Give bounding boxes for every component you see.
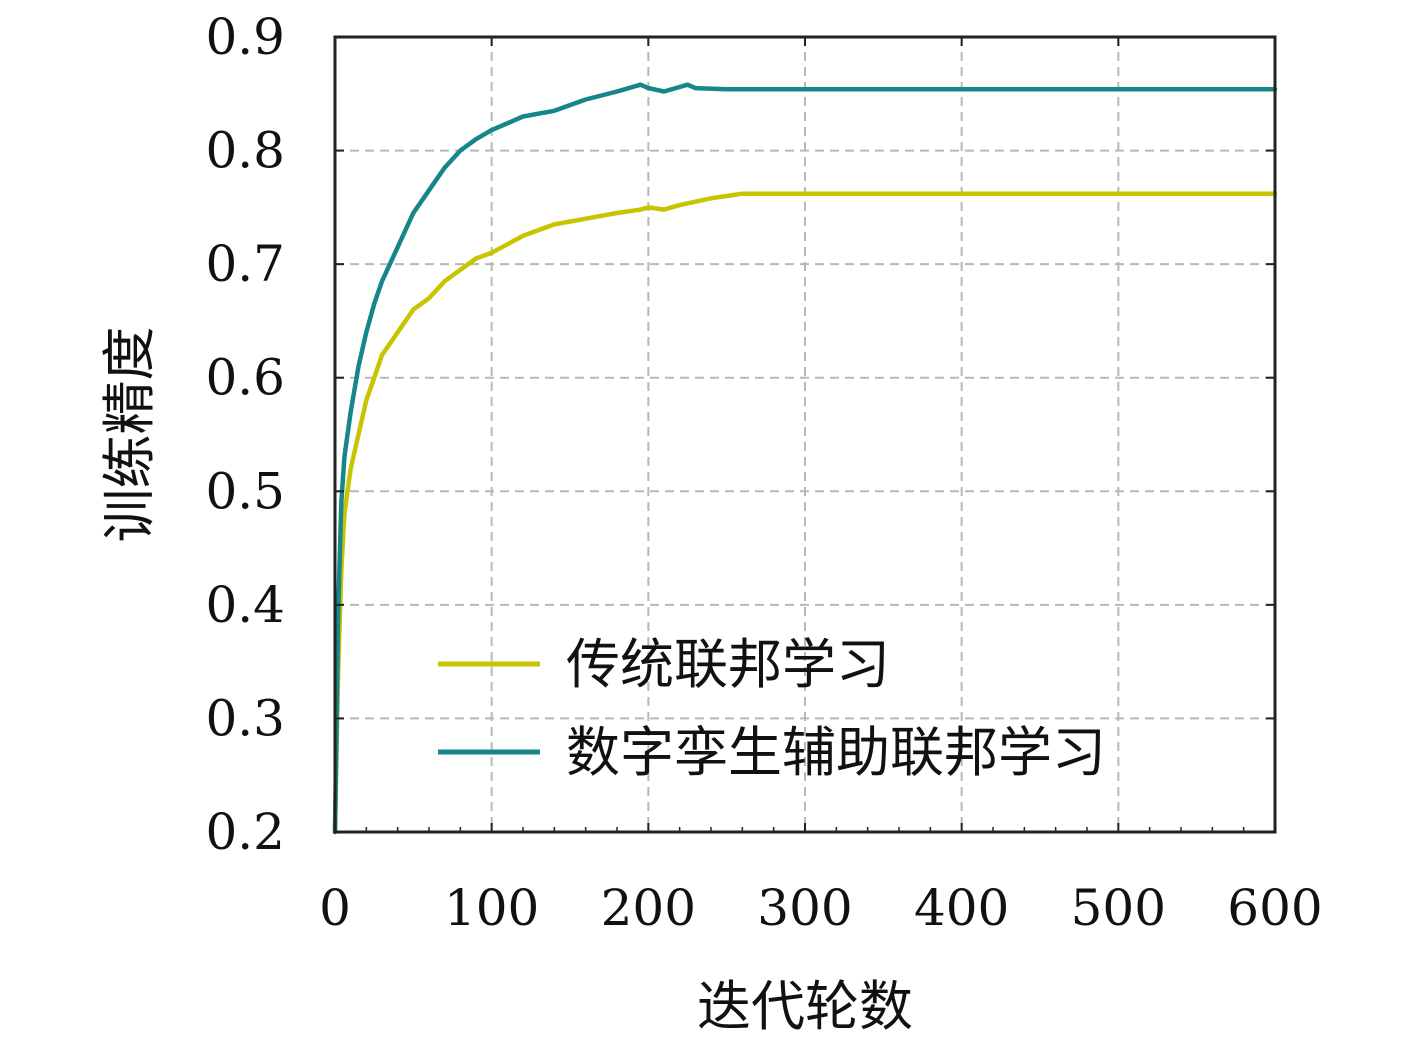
- y-tick-label: 0.9: [205, 8, 285, 66]
- x-tick-label: 200: [601, 879, 696, 937]
- y-tick-label: 0.5: [205, 462, 285, 520]
- x-axis-ticks: 0 100 200 300 400 500 600: [319, 37, 1323, 937]
- y-tick-label: 0.2: [205, 803, 285, 861]
- y-tick-label: 0.3: [205, 689, 285, 747]
- y-tick-label: 0.4: [205, 576, 285, 634]
- x-tick-label: 600: [1227, 879, 1322, 937]
- series-line-traditional-fl: [332, 191, 1278, 835]
- x-tick-label: 100: [444, 879, 539, 937]
- grid-lines: [335, 37, 1275, 832]
- x-tick-label: 500: [1071, 879, 1166, 937]
- series-line-digital-twin-fl: [332, 82, 1278, 835]
- y-axis-ticks: 0.2 0.3 0.4 0.5 0.6 0.7 0.8 0.9: [205, 8, 1275, 861]
- x-axis-label: 迭代轮数: [697, 975, 913, 1038]
- y-tick-label: 0.6: [205, 349, 285, 407]
- series-lines: [332, 82, 1278, 835]
- x-tick-label: 0: [319, 879, 351, 937]
- x-tick-label: 400: [914, 879, 1009, 937]
- legend-label-traditional-fl: 传统联邦学习: [566, 633, 890, 696]
- y-axis-label: 训练精度: [98, 327, 161, 543]
- y-tick-label: 0.8: [205, 122, 285, 180]
- x-tick-label: 300: [757, 879, 852, 937]
- legend-label-digital-twin-fl: 数字孪生辅助联邦学习: [566, 721, 1106, 784]
- y-tick-label: 0.7: [205, 235, 285, 293]
- legend: 传统联邦学习 数字孪生辅助联邦学习: [438, 633, 1106, 784]
